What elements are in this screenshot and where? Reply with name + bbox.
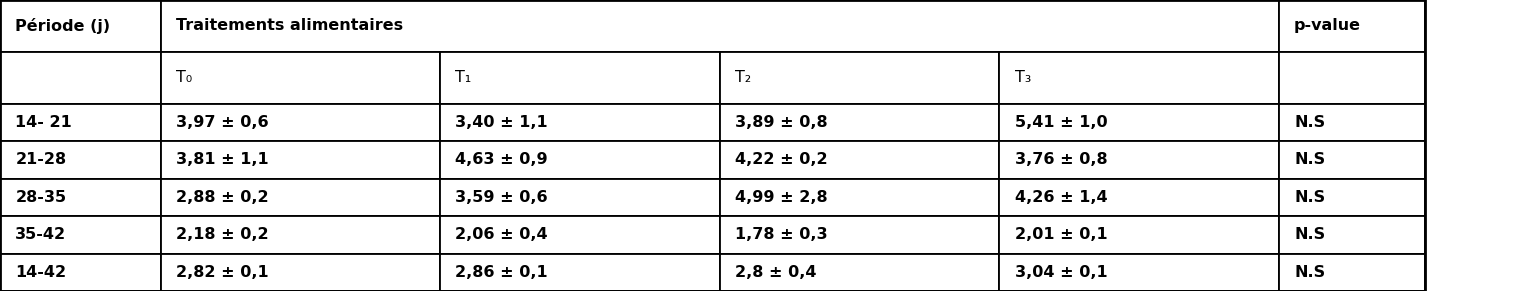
- Bar: [719, 179, 998, 216]
- Bar: [1278, 179, 1425, 216]
- Bar: [160, 179, 439, 216]
- Bar: [998, 253, 1278, 291]
- Text: 14-42: 14-42: [15, 265, 66, 280]
- Bar: [1278, 216, 1425, 253]
- Bar: [719, 52, 998, 104]
- Bar: [0, 52, 160, 104]
- Text: N.S: N.S: [1293, 265, 1326, 280]
- Text: 3,89 ± 0,8: 3,89 ± 0,8: [734, 115, 828, 130]
- Text: N.S: N.S: [1293, 190, 1326, 205]
- Text: N.S: N.S: [1293, 227, 1326, 242]
- Text: 3,59 ± 0,6: 3,59 ± 0,6: [455, 190, 548, 205]
- Bar: [1278, 104, 1425, 141]
- Bar: [998, 216, 1278, 253]
- Text: T₂: T₂: [734, 70, 751, 85]
- Text: Période (j): Période (j): [15, 18, 111, 34]
- Bar: [160, 104, 439, 141]
- Bar: [439, 141, 719, 179]
- Text: T₀: T₀: [175, 70, 192, 85]
- Bar: [439, 104, 719, 141]
- Text: 3,76 ± 0,8: 3,76 ± 0,8: [1014, 152, 1107, 167]
- Bar: [160, 0, 1278, 52]
- Bar: [998, 179, 1278, 216]
- Bar: [439, 179, 719, 216]
- Text: 2,01 ± 0,1: 2,01 ± 0,1: [1014, 227, 1107, 242]
- Bar: [719, 141, 998, 179]
- Bar: [1278, 52, 1425, 104]
- Text: 2,88 ± 0,2: 2,88 ± 0,2: [175, 190, 269, 205]
- Text: N.S: N.S: [1293, 115, 1326, 130]
- Text: N.S: N.S: [1293, 152, 1326, 167]
- Text: p-value: p-value: [1293, 18, 1361, 33]
- Bar: [160, 52, 439, 104]
- Text: 2,82 ± 0,1: 2,82 ± 0,1: [175, 265, 269, 280]
- Text: 3,97 ± 0,6: 3,97 ± 0,6: [175, 115, 269, 130]
- Bar: [998, 104, 1278, 141]
- Bar: [998, 141, 1278, 179]
- Bar: [719, 104, 998, 141]
- Text: 14- 21: 14- 21: [15, 115, 72, 130]
- Bar: [439, 52, 719, 104]
- Text: 5,41 ± 1,0: 5,41 ± 1,0: [1014, 115, 1107, 130]
- Bar: [160, 253, 439, 291]
- Text: 28-35: 28-35: [15, 190, 66, 205]
- Text: 3,81 ± 1,1: 3,81 ± 1,1: [175, 152, 269, 167]
- Bar: [1278, 253, 1425, 291]
- Bar: [0, 253, 160, 291]
- Text: Traitements alimentaires: Traitements alimentaires: [175, 18, 402, 33]
- Text: 2,06 ± 0,4: 2,06 ± 0,4: [455, 227, 548, 242]
- Text: 3,04 ± 0,1: 3,04 ± 0,1: [1014, 265, 1107, 280]
- Text: 35-42: 35-42: [15, 227, 66, 242]
- Bar: [0, 179, 160, 216]
- Bar: [998, 52, 1278, 104]
- Bar: [0, 0, 160, 52]
- Bar: [719, 253, 998, 291]
- Bar: [439, 253, 719, 291]
- Text: 21-28: 21-28: [15, 152, 66, 167]
- Bar: [0, 104, 160, 141]
- Text: 2,18 ± 0,2: 2,18 ± 0,2: [175, 227, 269, 242]
- Bar: [1278, 0, 1425, 52]
- Text: T₃: T₃: [1014, 70, 1031, 85]
- Bar: [0, 141, 160, 179]
- Text: 4,26 ± 1,4: 4,26 ± 1,4: [1014, 190, 1107, 205]
- Text: 2,86 ± 0,1: 2,86 ± 0,1: [455, 265, 548, 280]
- Bar: [160, 141, 439, 179]
- Bar: [1278, 141, 1425, 179]
- Text: T₁: T₁: [455, 70, 472, 85]
- Text: 3,40 ± 1,1: 3,40 ± 1,1: [455, 115, 548, 130]
- Text: 4,22 ± 0,2: 4,22 ± 0,2: [734, 152, 828, 167]
- Bar: [439, 216, 719, 253]
- Bar: [719, 216, 998, 253]
- Bar: [160, 216, 439, 253]
- Text: 2,8 ± 0,4: 2,8 ± 0,4: [734, 265, 817, 280]
- Text: 1,78 ± 0,3: 1,78 ± 0,3: [734, 227, 828, 242]
- Bar: [0, 216, 160, 253]
- Text: 4,99 ± 2,8: 4,99 ± 2,8: [734, 190, 828, 205]
- Text: 4,63 ± 0,9: 4,63 ± 0,9: [455, 152, 548, 167]
